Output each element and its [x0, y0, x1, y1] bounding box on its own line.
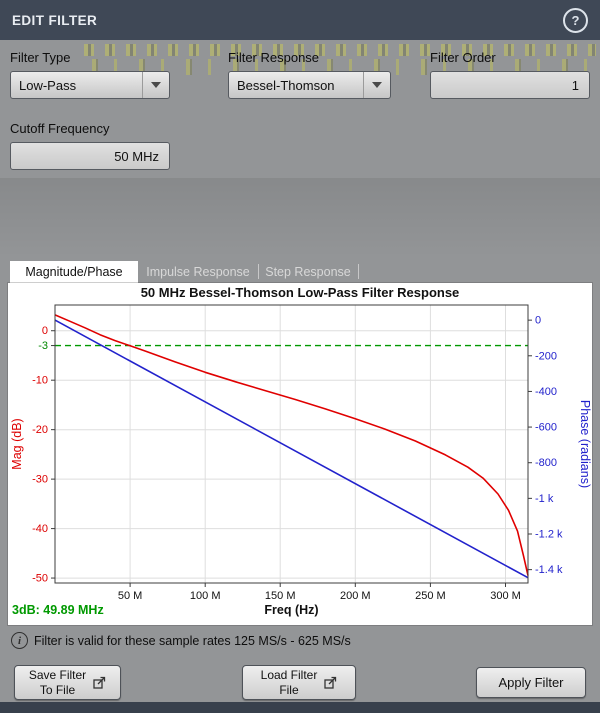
tab-label: Magnitude/Phase: [25, 265, 123, 279]
svg-text:100 M: 100 M: [190, 590, 221, 602]
chart-panel: 0 -3 -10 -20 -30 -40 -50 0 -200 -400 -600 -800 -1 k -…: [8, 283, 592, 625]
svg-text:-1 k: -1 k: [535, 493, 554, 505]
svg-text:-50: -50: [32, 573, 48, 585]
svg-text:300 M: 300 M: [490, 590, 521, 602]
cutoff-frequency-field[interactable]: 50 MHz: [10, 142, 170, 170]
cutoff-frequency-label: Cutoff Frequency: [10, 121, 110, 136]
svg-text:50 MHz Bessel-Thomson Low-Pass: 50 MHz Bessel-Thomson Low-Pass Filter Re…: [141, 285, 460, 300]
waveform-remnant: [84, 44, 596, 56]
svg-text:-40: -40: [32, 523, 48, 535]
filter-type-value: Low-Pass: [19, 77, 77, 93]
filter-order-field[interactable]: 1: [430, 71, 590, 99]
svg-text:Phase (radians): Phase (radians): [578, 400, 592, 488]
help-button[interactable]: ?: [563, 7, 588, 33]
svg-text:-800: -800: [535, 457, 557, 469]
svg-text:Mag (dB): Mag (dB): [10, 418, 24, 469]
svg-text:150 M: 150 M: [265, 590, 296, 602]
chevron-down-icon: [372, 82, 382, 88]
save-filter-button[interactable]: Save Filter To File: [14, 665, 121, 700]
svg-text:-200: -200: [535, 350, 557, 362]
dialog-title: EDIT FILTER: [12, 12, 98, 28]
filter-type-dropdown[interactable]: Low-Pass: [10, 71, 170, 99]
svg-text:-20: -20: [32, 424, 48, 436]
load-filter-label: Load Filter File: [260, 667, 318, 697]
svg-text:250 M: 250 M: [415, 590, 446, 602]
dropdown-button: [363, 72, 390, 98]
tab-divider: [358, 264, 359, 279]
chevron-down-icon: [151, 82, 161, 88]
svg-text:-3: -3: [38, 340, 48, 352]
svg-text:-400: -400: [535, 386, 557, 398]
info-icon-glyph: i: [17, 634, 22, 647]
svg-text:-600: -600: [535, 422, 557, 434]
load-filter-file-button[interactable]: Load Filter File: [242, 665, 356, 700]
apply-filter-button[interactable]: Apply Filter: [476, 667, 586, 698]
save-filter-label: Save Filter To File: [28, 667, 87, 697]
svg-text:-1.4 k: -1.4 k: [535, 564, 563, 576]
filter-response-dropdown[interactable]: Bessel-Thomson: [228, 71, 391, 99]
svg-text:0: 0: [535, 315, 541, 327]
filter-type-label: Filter Type: [10, 50, 71, 65]
filter-order-label: Filter Order: [430, 50, 496, 65]
svg-text:-10: -10: [32, 375, 48, 387]
question-mark-icon: ?: [571, 12, 580, 28]
svg-text:-1.2 k: -1.2 k: [535, 528, 563, 540]
svg-text:Freq (Hz): Freq (Hz): [264, 603, 318, 617]
sample-rate-info: Filter is valid for these sample rates 1…: [34, 634, 351, 648]
tab-step-response[interactable]: Step Response: [258, 261, 358, 283]
svg-text:50 M: 50 M: [118, 590, 142, 602]
svg-text:200 M: 200 M: [340, 590, 371, 602]
bottom-edge: [0, 702, 600, 713]
svg-text:0: 0: [42, 325, 48, 337]
filter-response-label: Filter Response: [228, 50, 320, 65]
apply-filter-label: Apply Filter: [498, 675, 564, 690]
cutoff-frequency-value: 50 MHz: [114, 148, 159, 164]
external-link-icon: [324, 676, 337, 689]
filter-response-value: Bessel-Thomson: [237, 77, 335, 93]
tab-label: Step Response: [265, 265, 351, 279]
tab-magnitude-phase[interactable]: Magnitude/Phase: [10, 261, 138, 283]
dropdown-button: [142, 72, 169, 98]
panel-shading: [0, 178, 600, 258]
filter-order-value: 1: [571, 77, 579, 93]
tab-label: Impulse Response: [146, 265, 250, 279]
info-icon: i: [11, 632, 28, 649]
dialog-titlebar: EDIT FILTER ?: [0, 0, 600, 40]
filter-response-chart: 0 -3 -10 -20 -30 -40 -50 0 -200 -400 -600 -800 -1 k -…: [10, 285, 592, 617]
tab-divider: [258, 264, 259, 279]
svg-text:-30: -30: [32, 474, 48, 486]
external-link-icon: [93, 676, 106, 689]
tab-impulse-response[interactable]: Impulse Response: [138, 261, 258, 283]
svg-text:3dB: 49.89 MHz: 3dB: 49.89 MHz: [12, 603, 104, 617]
